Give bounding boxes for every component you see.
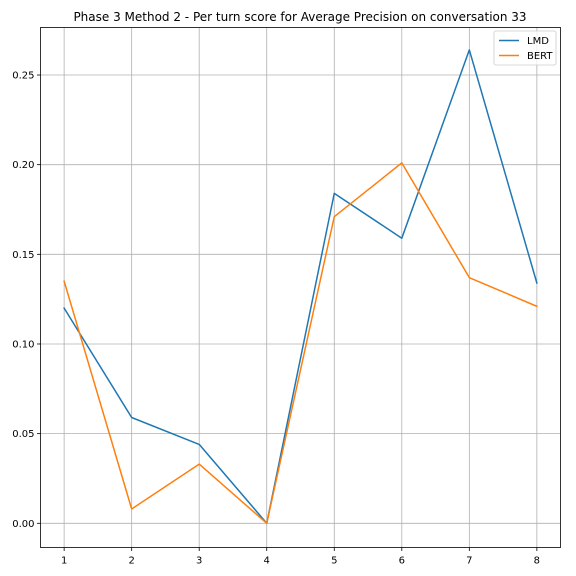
y-tick-label: 0.20	[12, 160, 34, 171]
y-axis-ticks: 0.00 0.05 0.10 0.15 0.20 0.25	[12, 71, 41, 530]
plot-frame	[40, 27, 561, 548]
legend-label-bert: BERT	[527, 51, 553, 62]
series-lines	[63, 49, 538, 525]
legend: LMD BERT	[493, 30, 557, 66]
series-line-bert	[63, 162, 538, 525]
x-tick-label: 8	[534, 556, 540, 567]
legend-box	[493, 30, 557, 66]
grid-lines	[40, 27, 561, 548]
y-tick-label: 0.00	[12, 519, 34, 530]
series-line-lmd	[63, 49, 538, 525]
x-tick-label: 4	[264, 556, 270, 567]
x-tick-label: 6	[399, 556, 405, 567]
chart-title: Phase 3 Method 2 - Per turn score for Av…	[73, 10, 526, 24]
y-tick-label: 0.10	[12, 339, 34, 350]
x-tick-label: 3	[196, 556, 202, 567]
y-tick-label: 0.15	[12, 250, 34, 261]
y-tick-label: 0.05	[12, 429, 34, 440]
x-tick-label: 5	[331, 556, 337, 567]
x-axis-ticks: 1 2 3 4 5 6 7 8	[61, 547, 540, 567]
y-tick-label: 0.25	[12, 71, 34, 82]
legend-label-lmd: LMD	[527, 36, 549, 47]
x-tick-label: 2	[128, 556, 134, 567]
x-tick-label: 7	[466, 556, 472, 567]
x-tick-label: 1	[61, 556, 67, 567]
